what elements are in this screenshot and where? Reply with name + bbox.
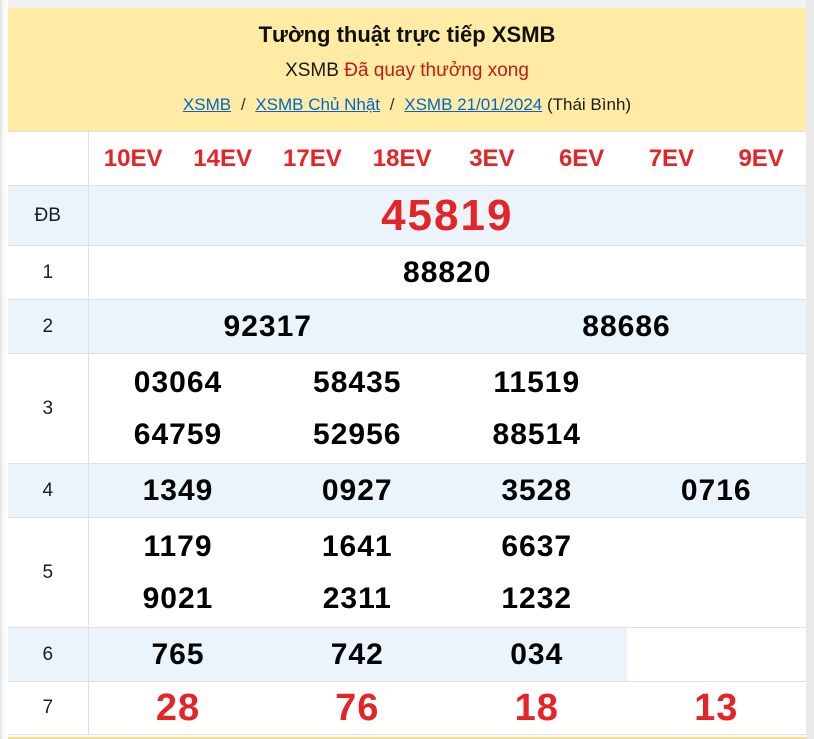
prize-cell: 13 [627,682,807,735]
prize-cell: 18 [447,682,627,735]
prize-row-2: 2 92317 88686 [8,299,806,354]
prize-number: 88686 [582,309,671,343]
column-header-14ev: 14EV [193,144,252,172]
prize-row-5: 5 1179 9021 1641 2311 6637 1232 [8,517,806,628]
prize-cell: 1179 9021 [88,518,268,628]
content-area: Tường thuật trực tiếp XSMB XSMB Đã quay … [8,8,806,739]
status-text: Đã quay thưởng xong [344,60,529,81]
prize-cell: 88686 [447,300,806,354]
prize-cell: 58435 52956 [268,354,448,464]
column-header-9ev: 9EV [738,144,784,172]
results-table-head: 10EV 14EV 17EV 18EV 3EV 6EV 7EV 9EV [8,131,806,186]
prize-cell: 0716 [627,464,807,518]
breadcrumb-link-xsmb[interactable]: XSMB [182,95,232,114]
column-header-7ev: 7EV [648,144,695,172]
prize-cell: 742 [268,628,448,682]
left-margin [0,0,8,739]
column-header-17ev: 17EV [283,144,342,172]
draw-status: XSMB Đã quay thưởng xong [8,59,806,82]
prize-cell: 03064 64759 [88,354,268,464]
prize-number: 2311 [322,581,392,615]
prize-row-7: 7 28 76 18 13 [8,681,807,735]
prize-cell: 3528 [447,464,627,518]
prize-cell: 6637 1232 [447,518,627,628]
page-title: Tường thuật trực tiếp XSMB [258,22,556,47]
prize-row-label: 7 [8,681,89,735]
status-prefix: XSMB [285,60,339,81]
prize-row-label: 2 [8,299,89,354]
prize-number: 45819 [381,190,514,240]
prize-row-3: 3 03064 64759 58435 52956 11519 88514 [8,353,806,464]
prize-row-label: 4 [8,463,89,518]
prize-cell: 45819 [88,186,806,246]
prize-cell: 0927 [268,464,448,518]
prize-row-6: 6 765 742 034 [8,627,806,682]
prize-cell: 11519 88514 [447,354,627,464]
prize-cell: 1641 2311 [268,518,448,628]
prize-number: 11519 [493,365,581,399]
prize-number: 1179 [143,529,213,563]
prize-cell: 765 [88,628,268,682]
prize-number: 034 [510,637,564,671]
breadcrumb-separator: / [389,95,395,114]
prize-number: 6637 [501,529,573,563]
prize-cell: 88820 [88,246,806,300]
prize-number: 88820 [403,255,492,289]
top-margin [0,0,814,8]
prize-row-4: 4 1349 0927 3528 0716 [8,463,807,518]
column-header-3ev: 3EV [469,144,515,172]
prize-number: 58435 [313,365,402,399]
prize-number: 1641 [321,529,393,563]
breadcrumb-link-weekday[interactable]: XSMB Chủ Nhật [255,95,381,114]
breadcrumb-separator: / [240,95,246,114]
prize-number: 03064 [133,365,223,399]
prize-row-label: 3 [8,353,89,464]
column-header-10ev: 10EV [103,144,163,172]
prize-row-label: 1 [8,245,89,300]
column-header-6ev: 6EV [558,144,605,172]
prize-number: 0927 [321,473,393,507]
column-header-18ev: 18EV [372,144,432,172]
prize-cell: 28 [88,682,268,735]
prize-number: 28 [155,687,201,729]
results-table-body: ĐB 45819 1 88820 2 92317 88686 3 03064 64759 58435… [8,185,807,735]
prize-row-label: 6 [8,627,89,682]
prize-number: 765 [151,637,205,671]
prize-row-1: 1 88820 [8,245,806,300]
prize-row-label: ĐB [8,185,89,246]
corner-cell [8,131,89,186]
breadcrumb-suffix: (Thái Bình) [546,95,632,114]
prize-row-label: 5 [8,517,89,628]
prize-number: 52956 [313,417,402,451]
prize-number: 76 [335,687,380,729]
breadcrumb-link-date[interactable]: XSMB 21/01/2024 [404,95,543,114]
prize-cell: 76 [268,682,448,735]
results-table: 10EV 14EV 17EV 18EV 3EV 6EV 7EV 9EV ĐB 45819 1 888… [8,131,806,735]
prize-number: 88514 [492,417,581,451]
breadcrumb: XSMB / XSMB Chủ Nhật / XSMB 21/01/2024 (… [8,94,806,116]
prize-number: 742 [330,637,384,671]
prize-number: 1349 [142,473,214,507]
prize-cell: 1349 [88,464,268,518]
prize-number: 13 [694,687,739,729]
column-header-row: 10EV 14EV 17EV 18EV 3EV 6EV 7EV 9EV [8,131,806,186]
prize-number: 64759 [133,417,223,451]
prize-cell: 034 [447,628,627,682]
next-section-edge [8,735,806,739]
prize-number: 3528 [501,473,573,507]
prize-number: 92317 [223,309,312,343]
prize-number: 1232 [501,581,573,615]
page-header: Tường thuật trực tiếp XSMB XSMB Đã quay … [8,8,806,131]
prize-number: 0716 [680,473,752,507]
prize-number: 18 [514,687,559,729]
prize-row-đb: ĐB 45819 [8,185,806,246]
right-margin [806,0,814,739]
prize-number: 9021 [142,581,214,615]
prize-cell: 92317 [88,300,447,354]
